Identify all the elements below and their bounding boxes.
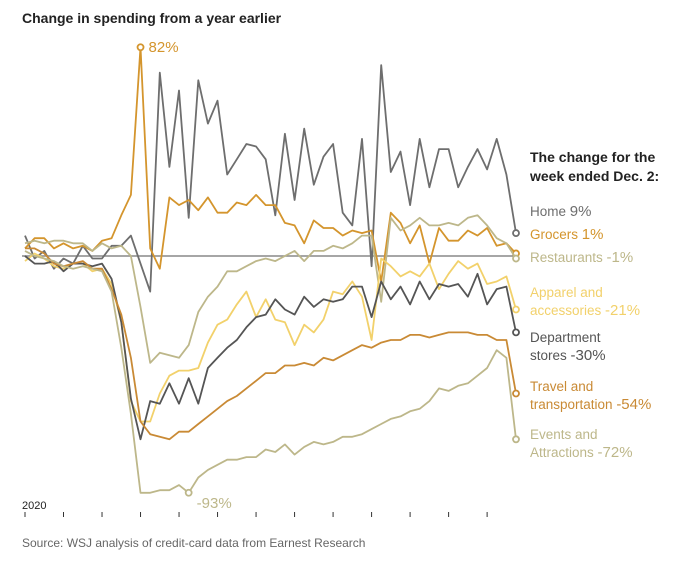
legend: The change for the week ended Dec. 2: Ho… xyxy=(529,149,659,461)
legend-label-line: Events and xyxy=(530,427,598,442)
legend-entry-department-stores: Department stores -30% xyxy=(530,330,606,364)
series-end-marker xyxy=(513,436,519,442)
series-end-marker xyxy=(513,256,519,262)
series-end-marker xyxy=(513,329,519,335)
legend-entry-travel-and-transportation: Travel and transportation -54% xyxy=(530,379,651,413)
legend-label-line: Restaurants xyxy=(530,250,607,265)
legend-entry-apparel-and-accessories: Apparel and accessories -21% xyxy=(530,285,640,319)
legend-entry-home: Home 9% xyxy=(530,203,591,220)
annotation-label: -93% xyxy=(197,495,232,512)
series-end-marker xyxy=(513,306,519,312)
series-line-home xyxy=(25,65,516,292)
legend-heading-line-2: week ended Dec. 2: xyxy=(529,168,659,184)
legend-value: -21% xyxy=(605,302,640,319)
annotation-label: 82% xyxy=(149,39,179,56)
series-end-marker xyxy=(513,230,519,236)
series-end-marker xyxy=(513,390,519,396)
series-line-events-and-attractions xyxy=(25,251,516,493)
legend-heading-line-1: The change for the xyxy=(530,149,655,165)
legend-value: -72% xyxy=(598,444,633,461)
source-note: Source: WSJ analysis of credit-card data… xyxy=(22,536,365,550)
legend-label-line: Attractions xyxy=(530,445,598,460)
legend-value: -30% xyxy=(571,347,606,364)
legend-label-line: Department xyxy=(530,330,601,345)
annotation-marker xyxy=(138,44,144,50)
legend-label-line: Apparel and xyxy=(530,285,603,300)
legend-value: 1% xyxy=(582,226,604,243)
series-line-apparel-and-accessories xyxy=(25,254,516,422)
legend-label-line: Grocers xyxy=(530,227,582,242)
legend-label-line: transportation xyxy=(530,397,616,412)
legend-label-line: stores xyxy=(530,348,571,363)
legend-heading: The change for the week ended Dec. 2: xyxy=(529,149,659,184)
legend-entry-restaurants: Restaurants -1% xyxy=(530,249,633,266)
legend-label-line: Home xyxy=(530,204,570,219)
legend-entry-grocers: Grocers 1% xyxy=(530,226,603,243)
legend-value: -1% xyxy=(607,249,634,266)
x-axis-ticks xyxy=(25,512,487,517)
legend-label-line: accessories xyxy=(530,303,605,318)
legend-value: -54% xyxy=(616,396,651,413)
series-line-travel-and-transportation xyxy=(25,248,516,439)
annotation-marker xyxy=(186,490,192,496)
series-lines xyxy=(25,47,519,493)
x-axis-start-label: 2020 xyxy=(22,500,46,512)
series-line-restaurants xyxy=(25,215,516,363)
legend-label-line: Travel and xyxy=(530,379,593,394)
legend-value: 9% xyxy=(570,203,592,220)
legend-entry-events-and-attractions: Events and Attractions -72% xyxy=(530,427,633,461)
